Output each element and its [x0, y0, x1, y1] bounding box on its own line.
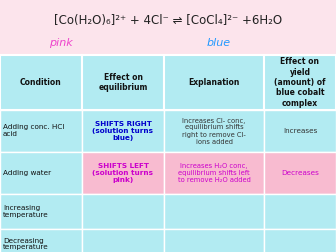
- Bar: [82, 229, 164, 252]
- Bar: [0, 55, 82, 110]
- Text: Effect on
yield
(amount) of
blue cobalt
complex: Effect on yield (amount) of blue cobalt …: [274, 57, 326, 108]
- Bar: [0, 0, 336, 55]
- Text: Decreasing
temperature: Decreasing temperature: [3, 237, 49, 250]
- Text: Effect on
equilibrium: Effect on equilibrium: [98, 73, 148, 92]
- Bar: [164, 152, 264, 194]
- Text: Increasing
temperature: Increasing temperature: [3, 205, 49, 218]
- Text: pink: pink: [49, 38, 72, 48]
- Bar: [0, 110, 82, 152]
- Text: Increases Cl- conc,
equilibrium shifts
right to remove Cl-
ions added: Increases Cl- conc, equilibrium shifts r…: [182, 117, 246, 144]
- Text: blue: blue: [206, 38, 230, 48]
- Text: Adding conc. HCl
acid: Adding conc. HCl acid: [3, 124, 65, 138]
- Bar: [0, 55, 336, 252]
- Bar: [164, 55, 264, 110]
- Bar: [264, 194, 336, 229]
- Bar: [0, 152, 82, 194]
- Text: Condition: Condition: [20, 78, 62, 87]
- Bar: [264, 55, 336, 110]
- Text: [Co(H₂O)₆]²⁺ + 4Cl⁻ ⇌ [CoCl₄]²⁻ +6H₂O: [Co(H₂O)₆]²⁺ + 4Cl⁻ ⇌ [CoCl₄]²⁻ +6H₂O: [54, 14, 282, 27]
- Bar: [82, 152, 164, 194]
- Bar: [164, 229, 264, 252]
- Bar: [264, 229, 336, 252]
- Text: Increases: Increases: [283, 128, 317, 134]
- Bar: [82, 110, 164, 152]
- Text: SHIFTS RIGHT
(solution turns
blue): SHIFTS RIGHT (solution turns blue): [92, 121, 154, 141]
- Bar: [0, 194, 82, 229]
- Text: SHIFTS LEFT
(solution turns
pink): SHIFTS LEFT (solution turns pink): [92, 163, 154, 183]
- Bar: [82, 194, 164, 229]
- Bar: [264, 110, 336, 152]
- Bar: [164, 110, 264, 152]
- Bar: [82, 55, 164, 110]
- Text: Explanation: Explanation: [188, 78, 240, 87]
- Bar: [0, 229, 82, 252]
- Bar: [164, 194, 264, 229]
- Text: Increases H₂O conc,
equilibrium shifts left
to remove H₂O added: Increases H₂O conc, equilibrium shifts l…: [177, 163, 250, 183]
- Text: Decreases: Decreases: [281, 170, 319, 176]
- Text: Adding water: Adding water: [3, 170, 51, 176]
- Bar: [264, 152, 336, 194]
